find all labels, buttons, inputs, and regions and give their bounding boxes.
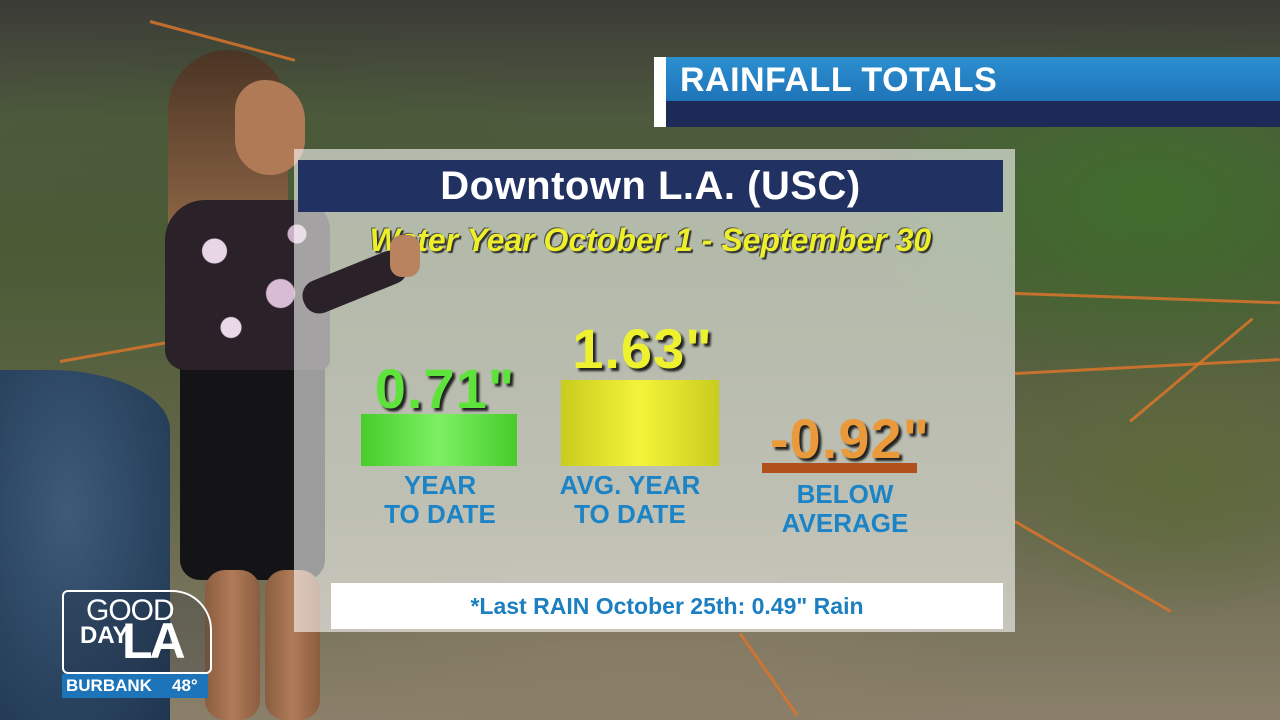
station-title: Downtown L.A. (USC) xyxy=(440,164,861,208)
footnote-bar: *Last RAIN October 25th: 0.49" Rain xyxy=(331,583,1003,629)
label-line: TO DATE xyxy=(574,499,686,529)
label-line: BELOW xyxy=(796,479,894,509)
below-average-bar xyxy=(762,463,917,473)
logo-text-good: GOOD xyxy=(86,594,175,627)
below-average-value: -0.92" xyxy=(769,407,931,470)
logo-text-day: DAY xyxy=(80,622,129,649)
weather-temperature: 48° xyxy=(172,676,198,695)
label-line: TO DATE xyxy=(384,499,496,529)
last-rain-footnote: *Last RAIN October 25th: 0.49" Rain xyxy=(470,593,864,619)
label-line: AVG. YEAR xyxy=(559,470,701,500)
water-year-subtitle: Water Year October 1 - September 30 xyxy=(369,222,932,258)
presenter-leg xyxy=(205,570,260,720)
presenter-hand xyxy=(390,235,420,277)
year-to-date-label: YEAR TO DATE xyxy=(340,471,540,529)
avg-year-to-date-value: 1.63" xyxy=(572,317,713,380)
logo-text-la: LA xyxy=(122,613,186,669)
good-day-la-logo xyxy=(62,590,212,674)
title-banner: RAINFALL TOTALS xyxy=(654,57,1280,127)
banner-top-band xyxy=(666,57,1280,101)
banner-accent xyxy=(654,57,666,127)
presenter-arm-layer xyxy=(150,40,420,720)
below-average-label: BELOW AVERAGE xyxy=(750,480,940,538)
avg-year-to-date-bar xyxy=(561,380,719,466)
weather-location: BURBANK xyxy=(66,676,152,695)
label-line: YEAR xyxy=(403,470,477,500)
weather-strip xyxy=(62,674,208,698)
label-line: AVERAGE xyxy=(781,508,909,538)
avg-year-to-date-label: AVG. YEAR TO DATE xyxy=(545,471,715,529)
station-header: Downtown L.A. (USC) xyxy=(298,160,1003,212)
year-to-date-bar xyxy=(361,414,517,466)
presenter-face xyxy=(235,80,305,175)
year-to-date-value: 0.71" xyxy=(374,357,516,420)
banner-title: RAINFALL TOTALS xyxy=(680,61,998,99)
